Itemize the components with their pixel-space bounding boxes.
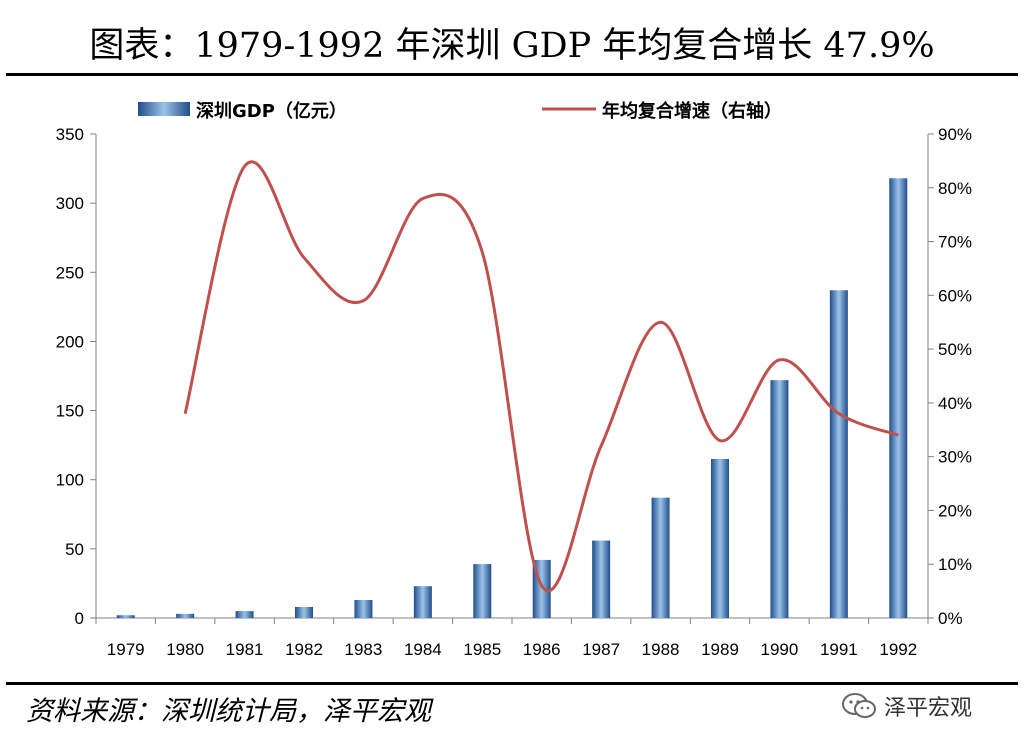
x-tick-label: 1981: [226, 640, 264, 659]
growth-rate-point: [600, 445, 602, 447]
right-tick-label: 50%: [938, 340, 972, 359]
left-tick-label: 250: [56, 263, 84, 282]
left-tick-label: 50: [65, 540, 84, 559]
growth-rate-point: [244, 165, 246, 167]
brand-name: 泽平宏观: [884, 696, 973, 721]
left-tick-label: 150: [56, 402, 84, 421]
legend-bar-label: 深圳GDP（亿元）: [196, 100, 347, 122]
growth-rate-point: [481, 251, 483, 253]
x-tick-label: 1990: [761, 640, 799, 659]
x-tick-label: 1986: [523, 640, 561, 659]
growth-rate-point: [660, 321, 662, 323]
right-tick-label: 0%: [938, 609, 963, 628]
right-tick-label: 10%: [938, 555, 972, 574]
growth-rate-point: [541, 585, 543, 587]
right-tick-label: 70%: [938, 233, 972, 252]
growth-rate-point: [719, 440, 721, 442]
axes: 0 50 100 150 200 250 300 350 0% 10% 20% 30% 40% 50% 60…: [56, 125, 972, 659]
left-tick-label: 200: [56, 332, 84, 351]
left-tick-label: 350: [56, 125, 84, 144]
gdp-bar: [889, 178, 908, 618]
x-tick-label: 1979: [107, 640, 145, 659]
right-tick-label: 80%: [938, 179, 972, 198]
gdp-bar: [473, 564, 492, 618]
x-tick-label: 1987: [582, 640, 620, 659]
right-tick-label: 30%: [938, 448, 972, 467]
gdp-bar: [116, 615, 135, 618]
bottom-divider: [6, 682, 1018, 685]
wechat-icon: [842, 693, 876, 718]
right-tick-label: 90%: [938, 125, 972, 144]
legend-line-label: 年均复合增速（右轴）: [602, 100, 782, 122]
bar-series: [116, 178, 908, 618]
gdp-chart: 深圳GDP（亿元） 年均复合增速（右轴） 0 50 100 150 200 250 300 3…: [56, 100, 972, 659]
growth-rate-point: [897, 434, 899, 436]
x-tick-label: 1992: [879, 640, 917, 659]
growth-rate-point: [422, 198, 424, 200]
x-tick-label: 1980: [166, 640, 204, 659]
growth-rate-line: [183, 160, 899, 593]
right-tick-label: 20%: [938, 501, 972, 520]
growth-rate-point: [778, 359, 780, 361]
gdp-bar: [770, 380, 789, 618]
gdp-bar: [592, 540, 611, 618]
chart-title: 图表：1979-1992 年深圳 GDP 年均复合增长 47.9%: [89, 26, 935, 66]
left-tick-label: 300: [56, 194, 84, 213]
gdp-bar: [176, 613, 195, 618]
right-tick-label: 60%: [938, 286, 972, 305]
x-tick-label: 1985: [463, 640, 501, 659]
gdp-bar: [711, 458, 729, 618]
x-tick-label: 1984: [404, 640, 442, 659]
x-tick-label: 1991: [820, 640, 858, 659]
line-series: [183, 160, 899, 593]
legend: 深圳GDP（亿元） 年均复合增速（右轴）: [138, 100, 782, 122]
brand: 泽平宏观: [842, 686, 972, 726]
growth-rate-point: [362, 300, 364, 302]
growth-rate-point: [184, 413, 186, 415]
growth-rate-point: [303, 257, 305, 259]
x-tick-label: 1983: [345, 640, 383, 659]
left-tick-label: 100: [56, 471, 84, 490]
x-tick-label: 1988: [642, 640, 680, 659]
growth-rate-point: [838, 413, 840, 415]
gdp-bar: [235, 611, 254, 618]
right-tick-label: 40%: [938, 394, 972, 413]
source-note: 资料来源：深圳统计局，泽平宏观: [26, 696, 431, 727]
x-tick-label: 1989: [701, 640, 739, 659]
left-tick-label: 0: [75, 609, 84, 628]
gdp-bar: [295, 606, 313, 618]
top-divider: [6, 73, 1018, 76]
x-tick-label: 1982: [285, 640, 323, 659]
gdp-bar: [651, 497, 670, 618]
legend-bar-swatch: [138, 102, 190, 116]
gdp-bar: [354, 600, 373, 618]
gdp-bar: [829, 290, 848, 618]
gdp-bar: [413, 586, 432, 618]
